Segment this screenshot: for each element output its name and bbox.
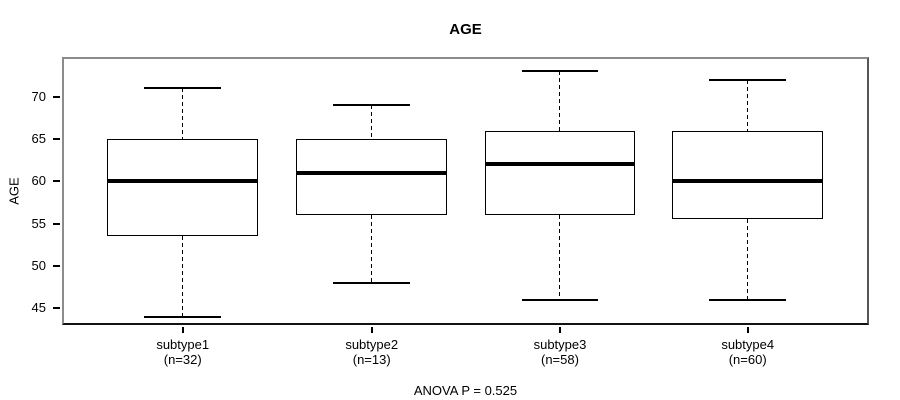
upper-whisker	[371, 105, 373, 139]
upper-whisker	[182, 88, 184, 139]
upper-whisker	[559, 71, 561, 131]
group-name: subtype4	[721, 337, 775, 352]
group-label: subtype1 (n=32)	[98, 337, 268, 367]
upper-whisker-cap	[144, 87, 222, 90]
lower-whisker-cap	[709, 298, 787, 301]
lower-whisker	[559, 215, 561, 300]
median-line	[672, 179, 824, 184]
y-tick	[53, 307, 60, 310]
group-n: (n=58)	[541, 351, 579, 367]
upper-whisker-cap	[521, 70, 599, 73]
group-label: subtype2 (n=13)	[287, 337, 457, 367]
box	[107, 139, 259, 237]
y-tick-label: 65	[31, 131, 46, 146]
y-tick	[53, 180, 60, 183]
lower-whisker-cap	[144, 315, 222, 318]
group-name: subtype3	[533, 337, 587, 352]
group-label: subtype3 (n=58)	[475, 337, 645, 367]
box	[296, 139, 448, 216]
box	[484, 130, 636, 216]
lower-whisker	[371, 215, 373, 283]
group-label: subtype4 (n=60)	[663, 337, 833, 367]
x-tick	[181, 327, 184, 333]
group-name: subtype2	[345, 337, 399, 352]
box	[672, 130, 824, 220]
median-line	[107, 179, 259, 184]
upper-whisker-cap	[709, 78, 787, 81]
y-tick	[53, 138, 60, 140]
y-tick-label: 60	[31, 173, 46, 189]
group-n: (n=13)	[352, 351, 391, 367]
lower-whisker-cap	[521, 298, 599, 301]
lower-whisker-cap	[333, 281, 411, 284]
y-tick-label: 55	[31, 215, 46, 231]
anova-annotation: ANOVA P = 0.525	[413, 383, 518, 398]
y-tick-label: 70	[31, 88, 46, 104]
y-tick	[53, 264, 60, 267]
group-n: (n=32)	[163, 351, 202, 367]
group-name: subtype1	[156, 337, 210, 352]
plot-area: 45 50 55 60 65 70 subtype1 (n=32) subtype2 (n=13)…	[32, 57, 869, 366]
median-line	[296, 170, 448, 175]
plot-frame	[62, 57, 869, 325]
x-tick	[558, 327, 561, 333]
lower-whisker	[182, 236, 184, 317]
x-tick	[746, 327, 749, 333]
group-n: (n=60)	[728, 351, 767, 367]
lower-whisker	[747, 219, 749, 300]
chart-title: AGE	[449, 21, 482, 38]
upper-whisker	[747, 79, 749, 131]
x-tick	[370, 327, 373, 333]
y-tick-label: 50	[31, 257, 46, 273]
y-tick	[53, 95, 60, 98]
y-tick	[53, 222, 60, 225]
median-line	[484, 162, 636, 167]
y-tick-label: 45	[31, 300, 46, 316]
upper-whisker-cap	[333, 104, 411, 107]
